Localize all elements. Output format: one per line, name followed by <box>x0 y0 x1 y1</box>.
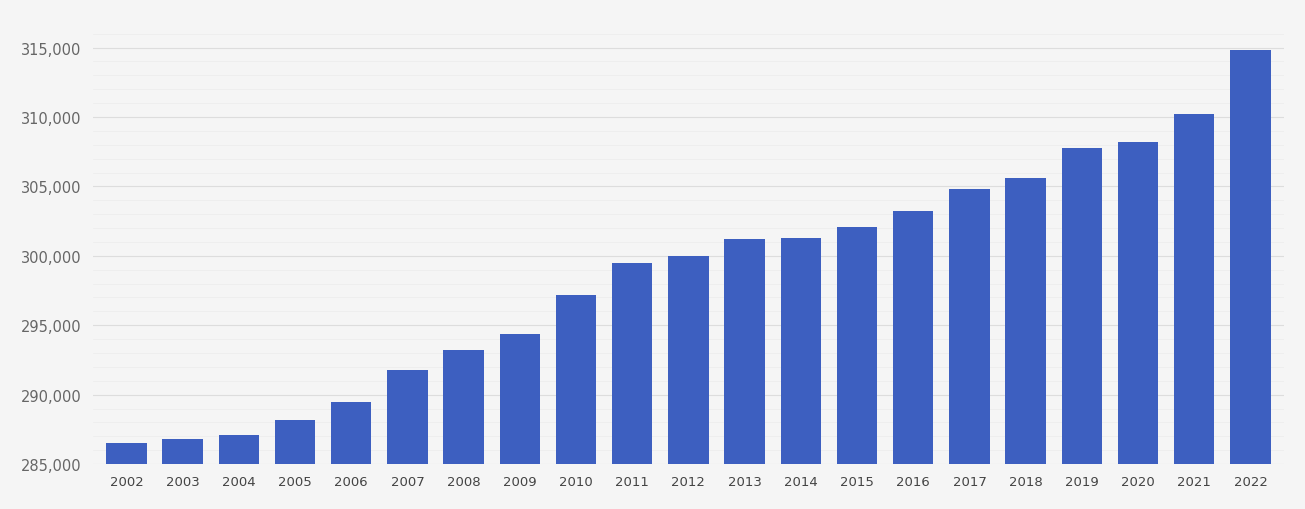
Bar <box>724 240 765 509</box>
Bar <box>780 238 821 509</box>
Bar <box>668 257 709 509</box>
Bar <box>218 435 260 509</box>
Bar <box>556 295 596 509</box>
Bar <box>1174 115 1215 509</box>
Bar <box>275 420 316 509</box>
Bar <box>106 443 146 509</box>
Bar <box>162 439 202 509</box>
Bar <box>612 263 652 509</box>
Bar <box>500 334 540 509</box>
Bar <box>1061 148 1103 509</box>
Bar <box>1118 143 1159 509</box>
Bar <box>893 212 933 509</box>
Bar <box>1231 51 1271 509</box>
Bar <box>444 351 484 509</box>
Bar <box>837 227 877 509</box>
Bar <box>949 190 989 509</box>
Bar <box>388 370 428 509</box>
Bar <box>1005 179 1045 509</box>
Bar <box>331 402 372 509</box>
